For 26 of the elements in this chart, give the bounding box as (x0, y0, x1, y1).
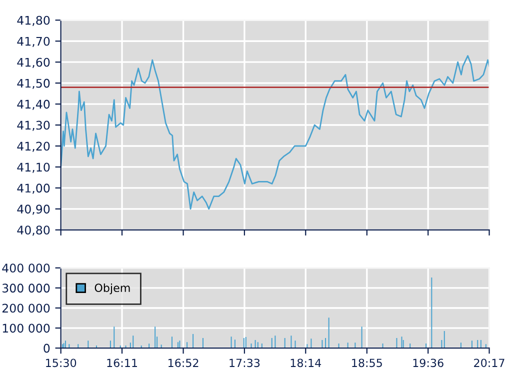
y-tick-label: 41,30 (17, 120, 50, 131)
x-tick-label: 20:17 (474, 358, 504, 368)
legend-label: Objem (94, 283, 130, 294)
y-tick-label: 41,00 (17, 184, 50, 194)
x-tick-label: 18:55 (352, 358, 382, 368)
x-tick-label: 17:33 (230, 358, 260, 368)
y-tick-label: 300 000 (2, 284, 50, 293)
x-tick-label: 16:52 (168, 358, 198, 368)
y-tick-label: 400 000 (2, 264, 50, 273)
y-tick-label: 41,50 (17, 78, 50, 89)
x-tick-label: 19:36 (413, 358, 444, 368)
x-tick-label: 15:30 (46, 358, 76, 368)
y-tick-label: 41,20 (17, 142, 50, 152)
y-tick-label: 41,40 (17, 100, 50, 110)
x-tick-label: 18:14 (290, 358, 322, 368)
y-tick-label: 0 (44, 344, 50, 353)
y-tick-label: 200 000 (2, 304, 50, 313)
y-tick-label: 41,60 (17, 58, 50, 68)
y-tick-label: 41,10 (17, 162, 50, 173)
x-tick-label: 16:11 (107, 358, 137, 368)
y-tick-label: 100 000 (2, 324, 50, 333)
y-tick-label: 40,80 (17, 226, 50, 236)
y-tick-label: 41,80 (17, 16, 50, 26)
y-tick-label: 41,70 (17, 36, 50, 47)
y-tick-label: 40,90 (17, 204, 50, 215)
line-series (60, 55, 490, 210)
